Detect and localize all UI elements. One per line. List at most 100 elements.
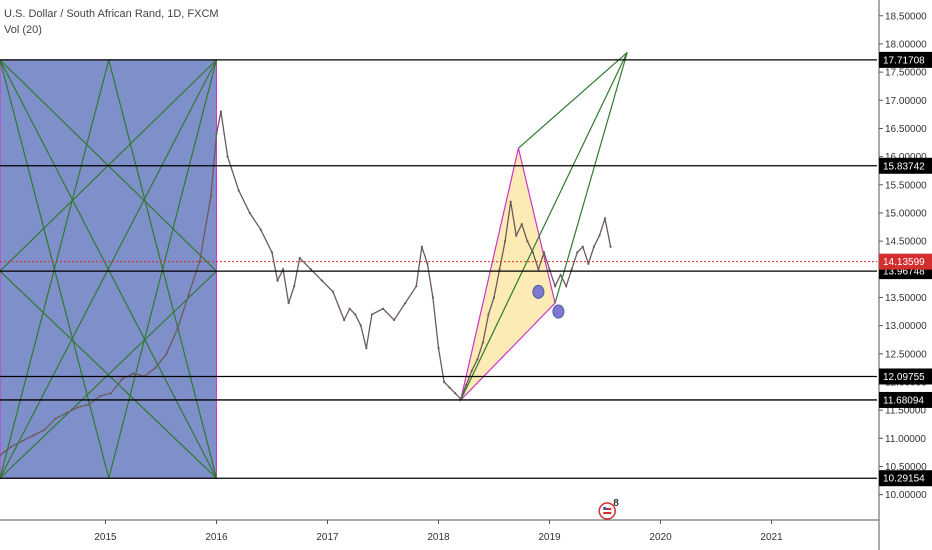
price-series-line[interactable] [0,111,612,456]
price-point [487,313,490,316]
price-point [215,132,218,136]
price-point [298,256,301,260]
level-price-badge [879,51,932,68]
symbol-title[interactable]: U.S. Dollar / South African Rand, 1D, FX… [4,8,219,20]
level-price-badge [879,470,932,487]
price-point [565,285,568,288]
price-point [132,372,135,375]
pattern-trend-line[interactable] [460,52,628,401]
time-tick-label: 2017 [316,532,339,543]
price-tick-label: 12.50000 [885,349,927,360]
time-tick-label: 2020 [649,532,672,543]
price-point [542,251,546,254]
pattern-trend-line[interactable] [518,51,628,149]
price-point [54,417,57,420]
price-point [226,155,229,158]
price-point [121,378,124,381]
level-price-label: 15.83742 [883,161,925,172]
current-price-label: 14.13599 [883,257,925,268]
price-point [415,285,418,288]
price-point [176,327,179,330]
box-diagonal-line[interactable] [108,59,218,479]
price-tick-label: 15.50000 [885,180,927,191]
box-diagonal-line[interactable] [0,59,110,479]
price-point [553,285,557,288]
price-point [365,347,368,350]
price-point [248,211,251,215]
price-point [348,307,351,310]
price-point [392,318,396,322]
price-point [270,251,274,254]
price-tick-label: 18.50000 [885,11,927,22]
price-tick-label: 11.00000 [885,434,926,445]
price-point [293,285,296,288]
price-point [481,341,485,344]
price-point [32,434,35,437]
price-tick-label: 10.00000 [885,490,927,501]
price-point [515,234,518,237]
price-point [504,240,507,243]
price-point [420,245,423,248]
price-point [465,383,468,386]
price-point [331,290,335,293]
price-point [165,352,168,355]
price-point [426,262,429,265]
price-point [603,217,607,220]
price-point [442,380,446,384]
price-tick-label: 17.00000 [885,96,927,107]
time-tick-label: 2019 [538,532,561,543]
price-tick-label: 16.50000 [885,124,927,135]
price-point [187,293,190,296]
price-point [154,366,157,369]
price-point [520,223,523,226]
price-point [576,251,579,254]
price-point [587,262,590,265]
price-tick-label: 10.50000 [885,462,927,473]
level-price-badge [879,157,932,174]
price-point [537,268,540,271]
flag-stripe [603,508,612,510]
price-point [476,358,479,361]
price-point [259,228,262,231]
price-point [454,392,457,395]
price-tick-label: 13.50000 [885,293,927,304]
box-diagonal-line[interactable] [0,59,218,479]
level-price-badge [879,391,932,408]
level-price-badge [879,368,932,385]
price-point [509,200,512,203]
pattern-trend-line[interactable] [554,52,628,304]
price-tick-label: 11.50000 [885,406,926,417]
pivot-marker[interactable] [552,304,565,319]
level-price-label: 10.29154 [883,474,925,485]
volume-indicator-label[interactable]: Vol (20) [4,24,42,36]
pattern-triangle[interactable] [459,148,556,402]
level-price-label: 13.96748 [883,267,925,278]
level-price-label: 12.09755 [883,372,925,383]
price-point [581,245,584,248]
price-point [492,296,496,299]
price-point [65,411,68,415]
pivot-marker[interactable] [532,284,545,299]
price-point [320,279,324,282]
price-point [570,268,573,271]
price-point [219,110,223,113]
price-point [470,369,473,372]
price-point [237,189,240,192]
price-point [276,279,279,282]
price-point [354,313,357,316]
current-price-badge [879,253,932,270]
price-tick-label: 16.00000 [885,152,927,163]
price-point [281,268,285,271]
time-tick-label: 2018 [427,532,450,543]
price-point [526,240,529,243]
price-point [370,313,373,316]
price-point [592,245,596,248]
price-tick-label: 13.00000 [885,321,927,332]
box-diagonal-line[interactable] [0,270,217,479]
price-point [437,347,440,350]
price-point [548,268,551,271]
flag-stripe [603,512,612,514]
level-price-label: 11.68094 [883,395,924,406]
price-point [21,440,24,443]
